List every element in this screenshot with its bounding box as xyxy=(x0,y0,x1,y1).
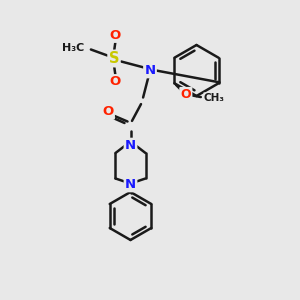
Text: N: N xyxy=(144,64,156,77)
Text: CH₃: CH₃ xyxy=(204,93,225,103)
Text: O: O xyxy=(110,75,121,88)
Text: O: O xyxy=(102,105,114,119)
Text: H₃C: H₃C xyxy=(62,43,84,53)
Text: N: N xyxy=(125,139,136,152)
Text: S: S xyxy=(109,51,119,66)
Text: O: O xyxy=(181,88,191,101)
Text: O: O xyxy=(110,28,121,42)
Text: N: N xyxy=(125,178,136,191)
